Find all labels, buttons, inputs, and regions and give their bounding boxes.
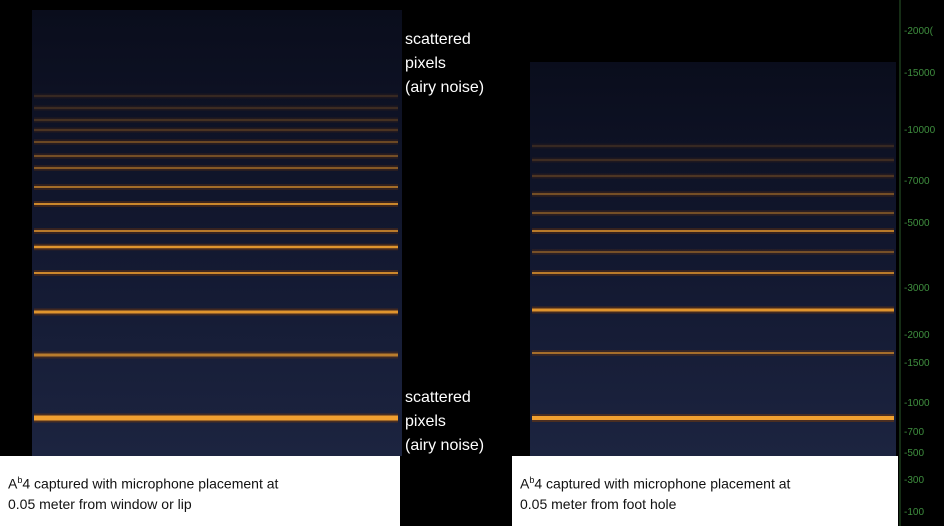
tick-label: -7000 [904, 176, 930, 187]
caption-line: Ab4 captured with microphone placement a… [520, 470, 898, 494]
tick-label: -500 [904, 448, 924, 459]
tick-label: -100 [904, 507, 924, 518]
caption-line: Ab4 captured with microphone placement a… [8, 470, 400, 494]
tick-label: -3000 [904, 283, 930, 294]
spectrogram-right [530, 62, 896, 456]
caption-text: 4 captured with microphone placement at [534, 476, 790, 492]
caption-line: 0.05 meter from window or lip [8, 494, 400, 514]
annotation-line: pixels [405, 52, 484, 76]
tick-label: -1500 [904, 358, 930, 369]
tick-label: -2000( [904, 26, 933, 37]
tick-label: -15000 [904, 68, 935, 79]
annotation-line: pixels [405, 410, 484, 434]
annotation-line: (airy noise) [405, 76, 484, 100]
tick-label: -300 [904, 475, 924, 486]
tick-label: -10000 [904, 125, 935, 136]
screenshot: scatteredpixels(airy noise)scatteredpixe… [0, 0, 944, 526]
caption-line: 0.05 meter from foot hole [520, 494, 898, 514]
note-name: A [520, 476, 529, 492]
tick-label: -2000 [904, 330, 930, 341]
annotation-line: scattered [405, 386, 484, 410]
annotation-line: (airy noise) [405, 434, 484, 458]
note-name: A [8, 476, 17, 492]
caption-text: 4 captured with microphone placement at [22, 476, 278, 492]
tick-label: -700 [904, 427, 924, 438]
caption: Ab4 captured with microphone placement a… [0, 456, 400, 526]
annotation-line: scattered [405, 28, 484, 52]
caption: Ab4 captured with microphone placement a… [512, 456, 898, 526]
tick-label: -1000 [904, 398, 930, 409]
tick-label: -5000 [904, 218, 930, 229]
